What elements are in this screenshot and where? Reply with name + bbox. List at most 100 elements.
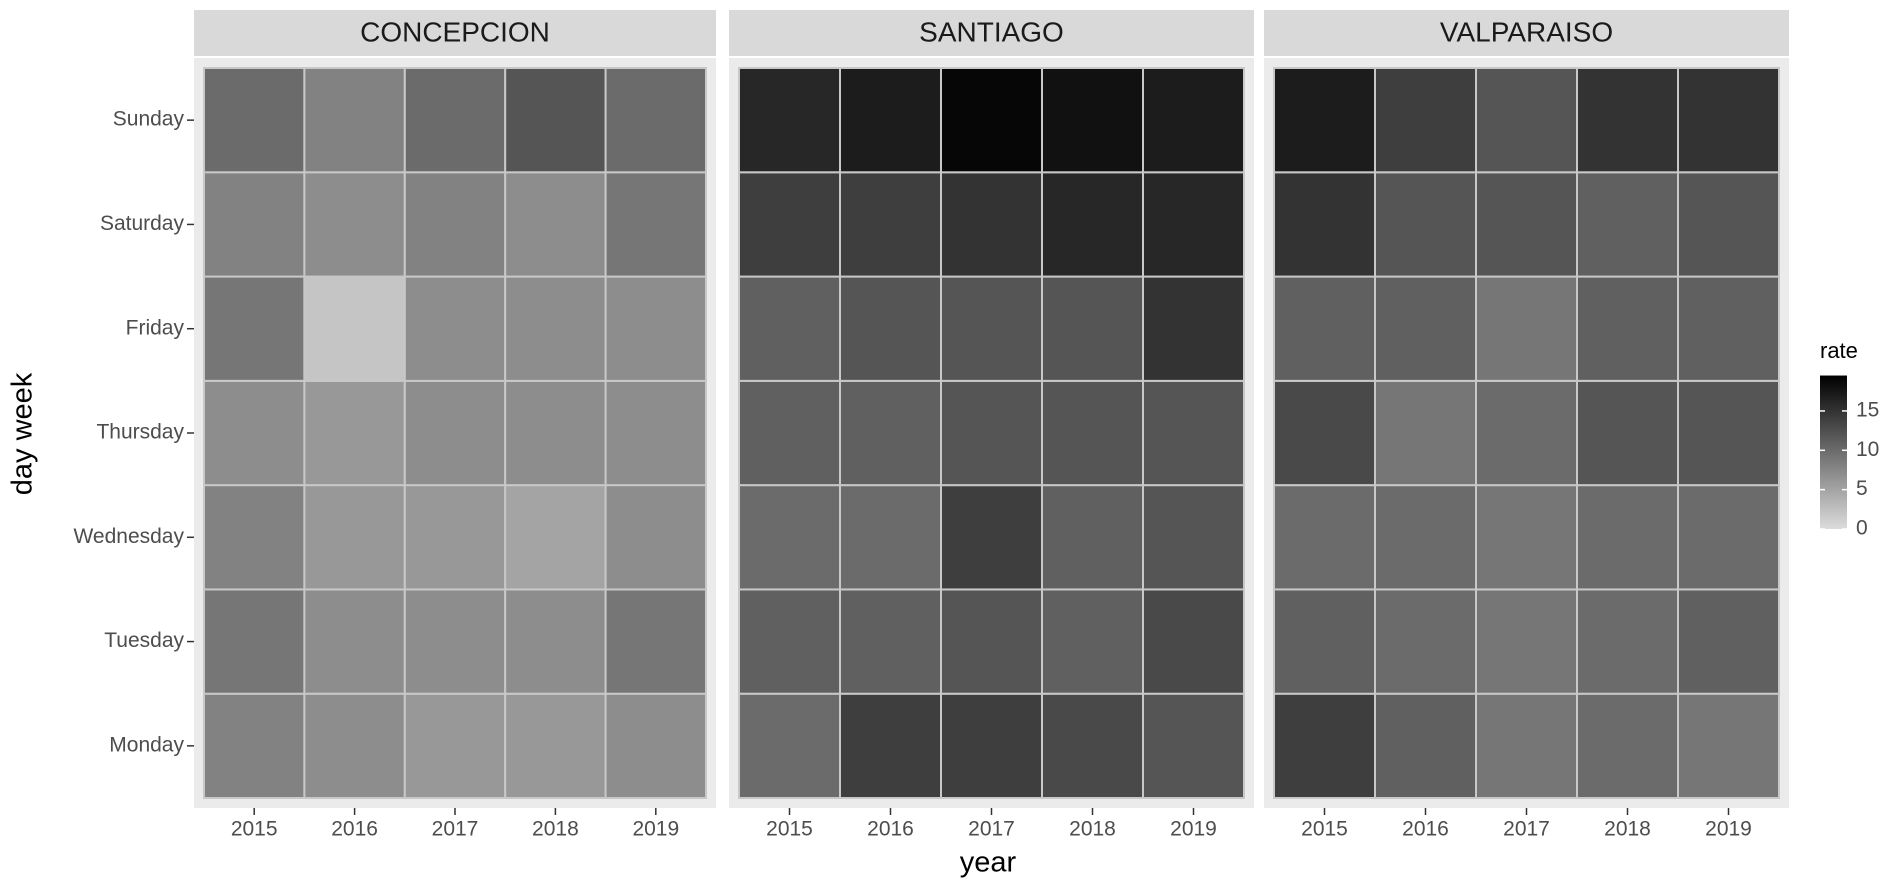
legend-title: rate	[1820, 338, 1858, 363]
tile	[1142, 692, 1245, 800]
strip	[1264, 10, 1789, 56]
tile	[604, 67, 707, 174]
tile	[1374, 275, 1477, 382]
tile	[940, 275, 1043, 382]
x-tick-label: 2019	[1170, 818, 1217, 841]
x-tick-label: 2018	[1604, 818, 1651, 841]
tile	[1041, 692, 1144, 800]
x-tick-label: 2019	[1705, 818, 1752, 841]
x-tick-label: 2017	[1503, 818, 1550, 841]
tile	[839, 275, 942, 382]
tile	[604, 171, 707, 278]
tile	[1142, 484, 1245, 591]
x-tick-label: 2018	[1069, 818, 1116, 841]
tile	[738, 67, 841, 174]
tile	[1677, 275, 1780, 382]
x-tick-label: 2016	[331, 818, 378, 841]
tile	[839, 67, 942, 174]
tile	[1475, 275, 1578, 382]
tile	[403, 67, 507, 174]
tile	[203, 171, 306, 278]
tile	[940, 171, 1043, 278]
tile	[1273, 692, 1376, 800]
tile	[1041, 275, 1144, 382]
x-tick-label: 2017	[968, 818, 1015, 841]
tile	[1041, 588, 1144, 695]
legend-tick-label: 5	[1856, 477, 1868, 500]
tile	[604, 275, 707, 382]
y-tick-label: Friday	[126, 316, 185, 339]
tile	[738, 379, 841, 487]
tile	[1677, 588, 1780, 695]
tile	[1273, 275, 1376, 382]
tile	[403, 588, 507, 695]
tile	[403, 171, 507, 278]
tile	[303, 692, 406, 800]
tile	[1041, 67, 1144, 174]
tile	[738, 484, 841, 591]
x-tick-label: 2016	[867, 818, 914, 841]
tile	[1576, 692, 1679, 800]
tile	[738, 588, 841, 695]
tile	[839, 484, 942, 591]
tile	[203, 379, 306, 487]
x-tick-label: 2019	[632, 818, 679, 841]
tile	[1041, 171, 1144, 278]
tile	[1677, 692, 1780, 800]
tile	[604, 692, 707, 800]
strip-label: VALPARAISO	[1440, 16, 1613, 47]
y-tick-label: Thursday	[96, 421, 184, 444]
tile	[738, 692, 841, 800]
tile	[1374, 484, 1477, 591]
tile	[504, 692, 607, 800]
tile	[1677, 484, 1780, 591]
tile	[1576, 67, 1679, 174]
tile	[1374, 588, 1477, 695]
tile	[940, 692, 1043, 800]
tile	[1273, 379, 1376, 487]
tile	[403, 484, 507, 591]
tile	[1475, 484, 1578, 591]
tile	[1041, 379, 1144, 487]
tile	[504, 67, 607, 174]
tile	[303, 588, 406, 695]
tile	[1677, 67, 1780, 174]
y-tick-label: Saturday	[100, 212, 185, 235]
y-tick-label: Wednesday	[73, 525, 184, 548]
tile	[1273, 484, 1376, 591]
tile	[1677, 171, 1780, 278]
tile	[504, 171, 607, 278]
tile	[1142, 379, 1245, 487]
tile	[738, 171, 841, 278]
tile	[1576, 484, 1679, 591]
tile	[504, 484, 607, 591]
strip-label: SANTIAGO	[919, 16, 1064, 47]
tile	[1273, 171, 1376, 278]
strip-label: CONCEPCION	[360, 16, 550, 47]
tile	[839, 692, 942, 800]
tile	[303, 484, 406, 591]
tile	[1374, 67, 1477, 174]
tile	[203, 692, 306, 800]
tile	[1576, 171, 1679, 278]
strip	[729, 10, 1254, 56]
x-tick-label: 2017	[432, 818, 479, 841]
tile	[940, 588, 1043, 695]
tile	[1142, 588, 1245, 695]
tile	[604, 588, 707, 695]
tile	[1374, 379, 1477, 487]
tile	[1475, 692, 1578, 800]
tile	[303, 171, 406, 278]
tile	[504, 588, 607, 695]
legend-tick-label: 15	[1856, 398, 1879, 421]
tile	[403, 379, 507, 487]
tile	[604, 484, 707, 591]
tile	[504, 275, 607, 382]
tile	[1576, 379, 1679, 487]
x-tick-label: 2015	[231, 818, 278, 841]
tile	[1142, 275, 1245, 382]
tile	[940, 379, 1043, 487]
legend-tick-label: 0	[1856, 517, 1868, 540]
y-tick-label: Tuesday	[104, 629, 184, 652]
